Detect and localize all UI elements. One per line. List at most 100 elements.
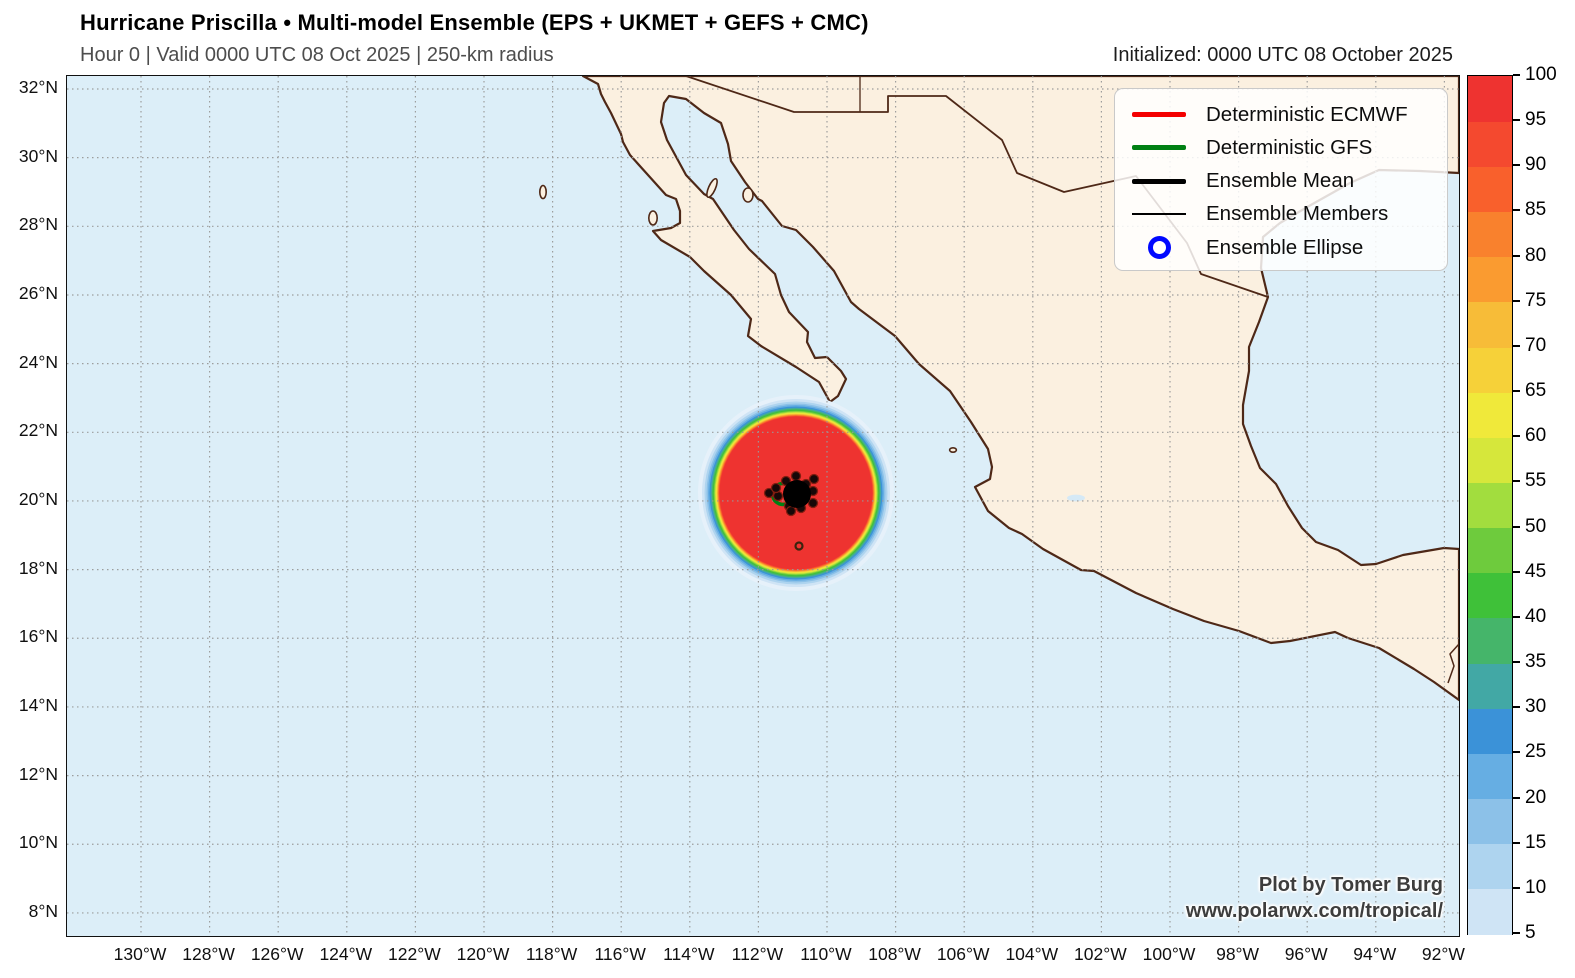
islands [538,177,958,453]
colorbar-segment [1468,211,1512,258]
legend-row: Ensemble Mean [1127,165,1437,198]
colorbar-tick-mark [1513,886,1520,889]
colorbar-segment [1468,301,1512,348]
y-tick-label: 18°N [18,557,58,578]
colorbar-segment [1468,798,1512,845]
colorbar-tick-value: 65 [1525,380,1547,402]
islas-marias [948,446,958,453]
colorbar-tick-value: 25 [1525,741,1547,763]
island-cedros [647,210,658,226]
x-tick-label: 122°W [388,944,441,964]
x-tick-label: 106°W [936,944,990,964]
y-tick-label: 16°N [18,626,58,647]
ensemble-dots [763,470,820,551]
island-tiburon [742,187,754,203]
x-tick-label: 114°W [663,944,715,964]
x-tick-label: 110°W [800,944,852,964]
thick-line-swatch [1132,145,1186,151]
ensemble-member-dot [807,497,819,509]
colorbar-segment [1468,708,1512,754]
x-tick-label: 104°W [1005,944,1059,964]
colorbar-segment [1468,753,1512,800]
island-angel-de-la-guarda [706,177,718,199]
ensemble-member-outlier-dot [794,541,804,551]
thick-line-swatch [1132,178,1186,184]
mexico-guatemala-border [1447,643,1459,684]
colorbar-segment [1468,76,1512,122]
gridlines [67,76,1459,936]
colorbar-tick-mark [1513,119,1520,122]
colorbar-tick-value: 60 [1525,425,1547,447]
colorbar-tick-value: 50 [1525,515,1547,537]
y-tick-label: 10°N [18,832,58,853]
y-tick-label: 26°N [18,282,58,303]
ensemble-mean-dot [783,480,811,508]
colorbar-segment [1468,663,1512,709]
legend-line-swatch [1127,112,1191,117]
x-tick-label: 112°W [731,944,784,964]
colorbar-segment [1468,121,1512,167]
page-title: Hurricane Priscilla • Multi-model Ensemb… [80,10,869,35]
y-tick-label: 20°N [18,488,58,509]
colorbar-tick-value: 85 [1525,199,1547,221]
x-tick-label: 108°W [868,944,921,964]
y-tick-label: 32°N [18,77,58,97]
colorbar-tick-mark [1513,435,1520,438]
colorbar-tick-value: 40 [1525,605,1547,627]
ensemble-member-dot [790,470,802,482]
x-tick-label: 130°W [113,944,167,964]
colorbar-tick-mark [1513,344,1520,347]
colorbar-tick-mark [1513,706,1520,709]
y-tick-label: 28°N [18,214,58,235]
watermark-url: www.polarwx.com/tropical/ [1185,900,1443,922]
island-guadalupe [538,184,547,200]
colorbar-tick-value: 15 [1525,831,1547,853]
legend-label: Deterministic ECMWF [1206,102,1408,126]
y-tick-label: 14°N [18,694,58,715]
colorbar-tick-value: 45 [1525,560,1547,582]
legend-row: Ensemble Members [1127,198,1437,231]
colorbar-tick-mark [1513,390,1520,393]
lake-chapala [1067,494,1085,502]
y-tick-label: 24°N [18,351,58,372]
x-tick-label: 92°W [1421,944,1465,964]
colorbar-tick-mark [1513,932,1520,934]
colorbar-tick-value: 90 [1525,154,1547,176]
watermark-author: Plot by Tomer Burg [1258,874,1443,896]
colorbar-tick-value: 95 [1525,109,1547,131]
legend-label: Ensemble Ellipse [1206,235,1364,259]
x-tick-label: 124°W [319,944,373,964]
ensemble-member-dot [808,473,820,485]
y-tick-label: 8°N [28,900,58,921]
colorbar-tick-mark [1513,254,1520,257]
x-tick-label: 98°W [1216,944,1260,964]
x-tick-label: 118°W [525,944,578,964]
legend-line-swatch [1127,145,1191,151]
initialized-timestamp: Initialized: 0000 UTC 08 October 2025 [1112,44,1453,66]
colorbar-segment [1468,527,1512,574]
legend-label: Ensemble Mean [1206,169,1355,192]
x-tick-label: 96°W [1284,944,1328,964]
colorbar-segment [1468,256,1512,303]
colorbar-tick-mark [1513,751,1520,754]
colorbar-segment [1468,617,1512,664]
x-tick-label: 94°W [1353,944,1397,964]
colorbar-tick-labels: 100 95 90 85 80 75 70 65 60 55 50 45 40 35 30 25 20 15 10 5 [1513,64,1573,943]
legend-row: Deterministic ECMWF [1127,98,1437,131]
subtitle: Hour 0 | Valid 0000 UTC 08 Oct 2025 | 25… [80,44,554,66]
x-tick-label: 116°W [594,944,646,964]
colorbar-segment [1468,572,1512,619]
colorbar-tick-value: 10 [1525,876,1547,898]
watermark: Plot by Tomer Burg www.polarwx.com/tropi… [1186,872,1443,924]
colorbar-tick-mark [1513,796,1520,799]
legend-line-swatch [1127,178,1191,184]
x-tick-label: 120°W [456,944,510,964]
colorbar-tick-value: 100 [1525,64,1557,85]
colorbar-tick-mark [1513,164,1520,167]
legend-ellipse-icon [1127,236,1191,259]
colorbar-tick-mark [1513,299,1520,302]
colorbar-segment [1468,482,1512,529]
legend-row: Deterministic GFS [1127,131,1437,164]
colorbar-tick-mark [1513,841,1520,844]
